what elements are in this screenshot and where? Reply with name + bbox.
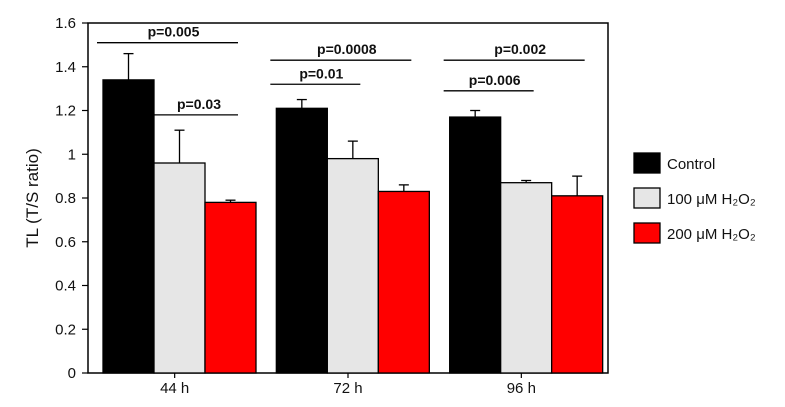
legend-swatch: [633, 222, 661, 244]
legend-label: Control: [667, 156, 715, 173]
significance-label: p=0.006: [469, 72, 521, 88]
bar: [204, 201, 257, 374]
y-tick-label: 0.8: [55, 190, 76, 207]
bar: [102, 79, 155, 374]
x-tick-label: 72 h: [333, 380, 362, 397]
significance-label: p=0.002: [494, 41, 546, 57]
legend-swatch: [633, 187, 661, 209]
y-tick-label: 0.2: [55, 321, 76, 338]
y-axis-label: TL (T/S ratio): [23, 148, 42, 248]
y-tick-label: 0: [68, 365, 76, 382]
significance-label: p=0.0008: [317, 41, 377, 57]
legend-swatch: [633, 152, 661, 174]
y-tick-label: 1.6: [55, 15, 76, 32]
bar: [551, 195, 604, 374]
bar: [500, 182, 553, 374]
legend-label: 200 μM H₂O₂: [667, 226, 756, 243]
y-tick-label: 1: [68, 146, 76, 163]
significance-label: p=0.005: [148, 24, 200, 40]
y-tick-label: 0.4: [55, 278, 76, 295]
significance-label: p=0.01: [299, 65, 343, 81]
y-tick-label: 1.4: [55, 59, 76, 76]
significance-label: p=0.03: [177, 96, 221, 112]
x-tick-label: 44 h: [160, 380, 189, 397]
legend: Control 100 μM H₂O₂ 200 μM H₂O₂: [633, 152, 756, 244]
bar: [275, 107, 328, 374]
x-tick-label: 96 h: [507, 380, 536, 397]
bar: [449, 116, 502, 374]
plot-area: 0 0.2 0.4 0.6 0.8 1 1.2 1.4 1.6 44 h 72 h 96 h p=0.0…: [55, 15, 609, 397]
bar: [153, 162, 206, 374]
y-tick-label: 1.2: [55, 103, 76, 120]
y-tick-label: 0.6: [55, 234, 76, 251]
legend-label: 100 μM H₂O₂: [667, 191, 756, 208]
bar: [326, 157, 379, 374]
bar: [377, 190, 430, 374]
